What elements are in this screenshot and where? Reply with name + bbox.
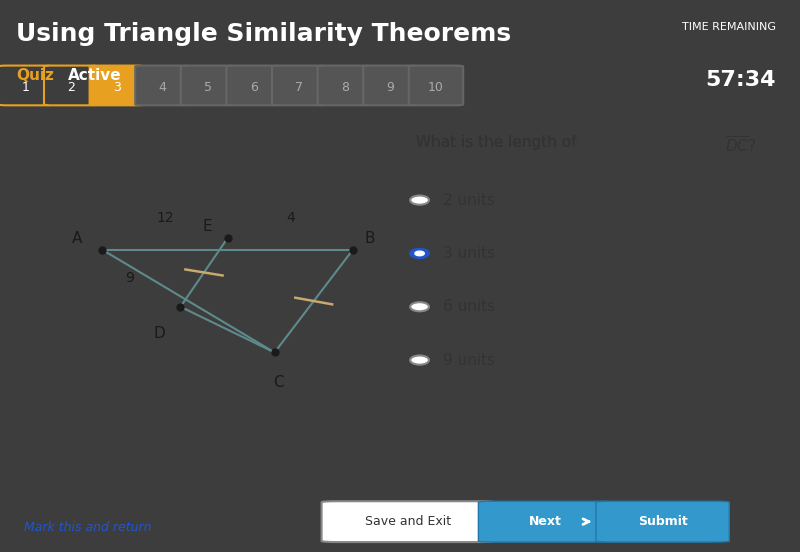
Text: 7: 7 (295, 81, 303, 94)
Circle shape (410, 195, 429, 205)
Text: 8: 8 (341, 81, 349, 94)
FancyBboxPatch shape (318, 66, 372, 105)
Text: TIME REMAINING: TIME REMAINING (682, 22, 776, 32)
Text: 9: 9 (125, 271, 134, 285)
Text: 3 units: 3 units (443, 246, 495, 261)
Circle shape (415, 251, 424, 256)
Text: C: C (273, 375, 284, 390)
Text: 3: 3 (113, 81, 121, 94)
Text: Submit: Submit (638, 515, 687, 528)
Text: What is the length of: What is the length of (416, 135, 581, 150)
Text: What is the length of: What is the length of (416, 135, 581, 150)
Text: 2: 2 (67, 81, 75, 94)
Text: 6 units: 6 units (443, 299, 495, 314)
Text: Quiz: Quiz (16, 67, 54, 83)
Circle shape (410, 302, 429, 311)
FancyBboxPatch shape (409, 66, 463, 105)
FancyBboxPatch shape (363, 66, 418, 105)
Text: 10: 10 (428, 81, 444, 94)
FancyBboxPatch shape (0, 66, 53, 105)
FancyBboxPatch shape (322, 501, 494, 542)
Text: 9: 9 (386, 81, 394, 94)
Text: $\overline{DC}$?: $\overline{DC}$? (726, 135, 757, 156)
Text: Mark this and return: Mark this and return (24, 521, 151, 534)
Text: 57:34: 57:34 (706, 70, 776, 89)
Circle shape (410, 355, 429, 365)
Text: E: E (202, 219, 212, 235)
Text: D: D (153, 326, 165, 341)
FancyBboxPatch shape (596, 501, 730, 542)
FancyBboxPatch shape (44, 66, 98, 105)
Text: 6: 6 (250, 81, 258, 94)
FancyBboxPatch shape (135, 66, 190, 105)
Text: 5: 5 (204, 81, 212, 94)
Text: A: A (72, 231, 82, 246)
Text: 4: 4 (286, 211, 294, 225)
Text: Active: Active (68, 67, 122, 83)
Text: 1: 1 (22, 81, 30, 94)
Text: B: B (365, 231, 375, 246)
FancyBboxPatch shape (181, 66, 235, 105)
FancyBboxPatch shape (272, 66, 326, 105)
Text: Save and Exit: Save and Exit (365, 515, 451, 528)
FancyBboxPatch shape (90, 66, 144, 105)
FancyBboxPatch shape (478, 501, 612, 542)
Text: Next: Next (529, 515, 562, 528)
Text: Using Triangle Similarity Theorems: Using Triangle Similarity Theorems (16, 22, 511, 46)
FancyBboxPatch shape (226, 66, 281, 105)
Text: 2 units: 2 units (443, 193, 495, 208)
Text: 4: 4 (158, 81, 166, 94)
Text: 9 units: 9 units (443, 353, 495, 368)
Circle shape (410, 249, 429, 258)
Text: 12: 12 (156, 211, 174, 225)
